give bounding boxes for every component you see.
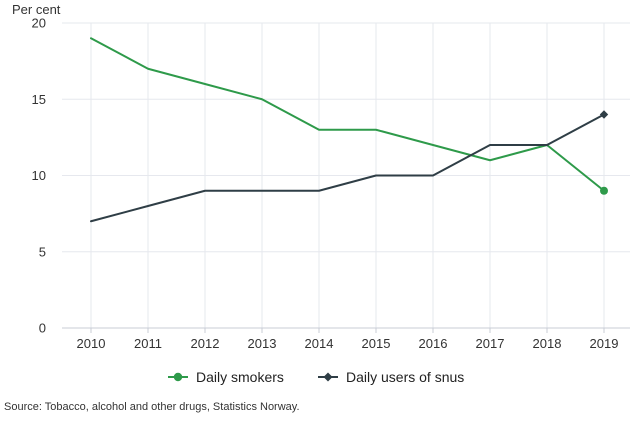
y-axis-label: Per cent bbox=[12, 2, 61, 17]
x-tick-label: 2015 bbox=[362, 336, 391, 351]
x-tick-label: 2010 bbox=[77, 336, 106, 351]
x-tick-label: 2013 bbox=[248, 336, 277, 351]
circle-icon bbox=[173, 372, 183, 382]
x-tick-label: 2019 bbox=[590, 336, 619, 351]
x-tick-label: 2014 bbox=[305, 336, 334, 351]
axis-layer: 0 5 10 15 20 2010 2011 2012 2013 2014 2015 2016 2017… bbox=[32, 16, 619, 352]
y-tick-label: 0 bbox=[39, 321, 46, 336]
source-note: Source: Tobacco, alcohol and other drugs… bbox=[4, 401, 300, 413]
legend: Daily smokers Daily users of snus bbox=[168, 369, 464, 385]
grid-layer bbox=[62, 22, 630, 329]
x-tick-label: 2011 bbox=[134, 336, 162, 351]
y-tick-label: 15 bbox=[32, 92, 46, 107]
x-tick-label: 2018 bbox=[533, 336, 562, 351]
x-tick-label: 2016 bbox=[419, 336, 448, 351]
x-tick-label: 2012 bbox=[191, 336, 220, 351]
series-line-0 bbox=[90, 37, 605, 192]
series-layer bbox=[90, 37, 609, 223]
series-line-1 bbox=[90, 113, 605, 223]
series-end-marker-0 bbox=[600, 186, 608, 195]
legend-label-0: Daily smokers bbox=[196, 369, 284, 385]
legend-label-1: Daily users of snus bbox=[346, 369, 464, 385]
y-tick-label: 10 bbox=[32, 168, 46, 183]
diamond-icon bbox=[323, 372, 333, 382]
series-end-marker-1 bbox=[599, 110, 609, 119]
x-tick-label: 2017 bbox=[476, 336, 505, 351]
y-tick-label: 20 bbox=[32, 16, 46, 31]
y-tick-label: 5 bbox=[39, 244, 46, 259]
